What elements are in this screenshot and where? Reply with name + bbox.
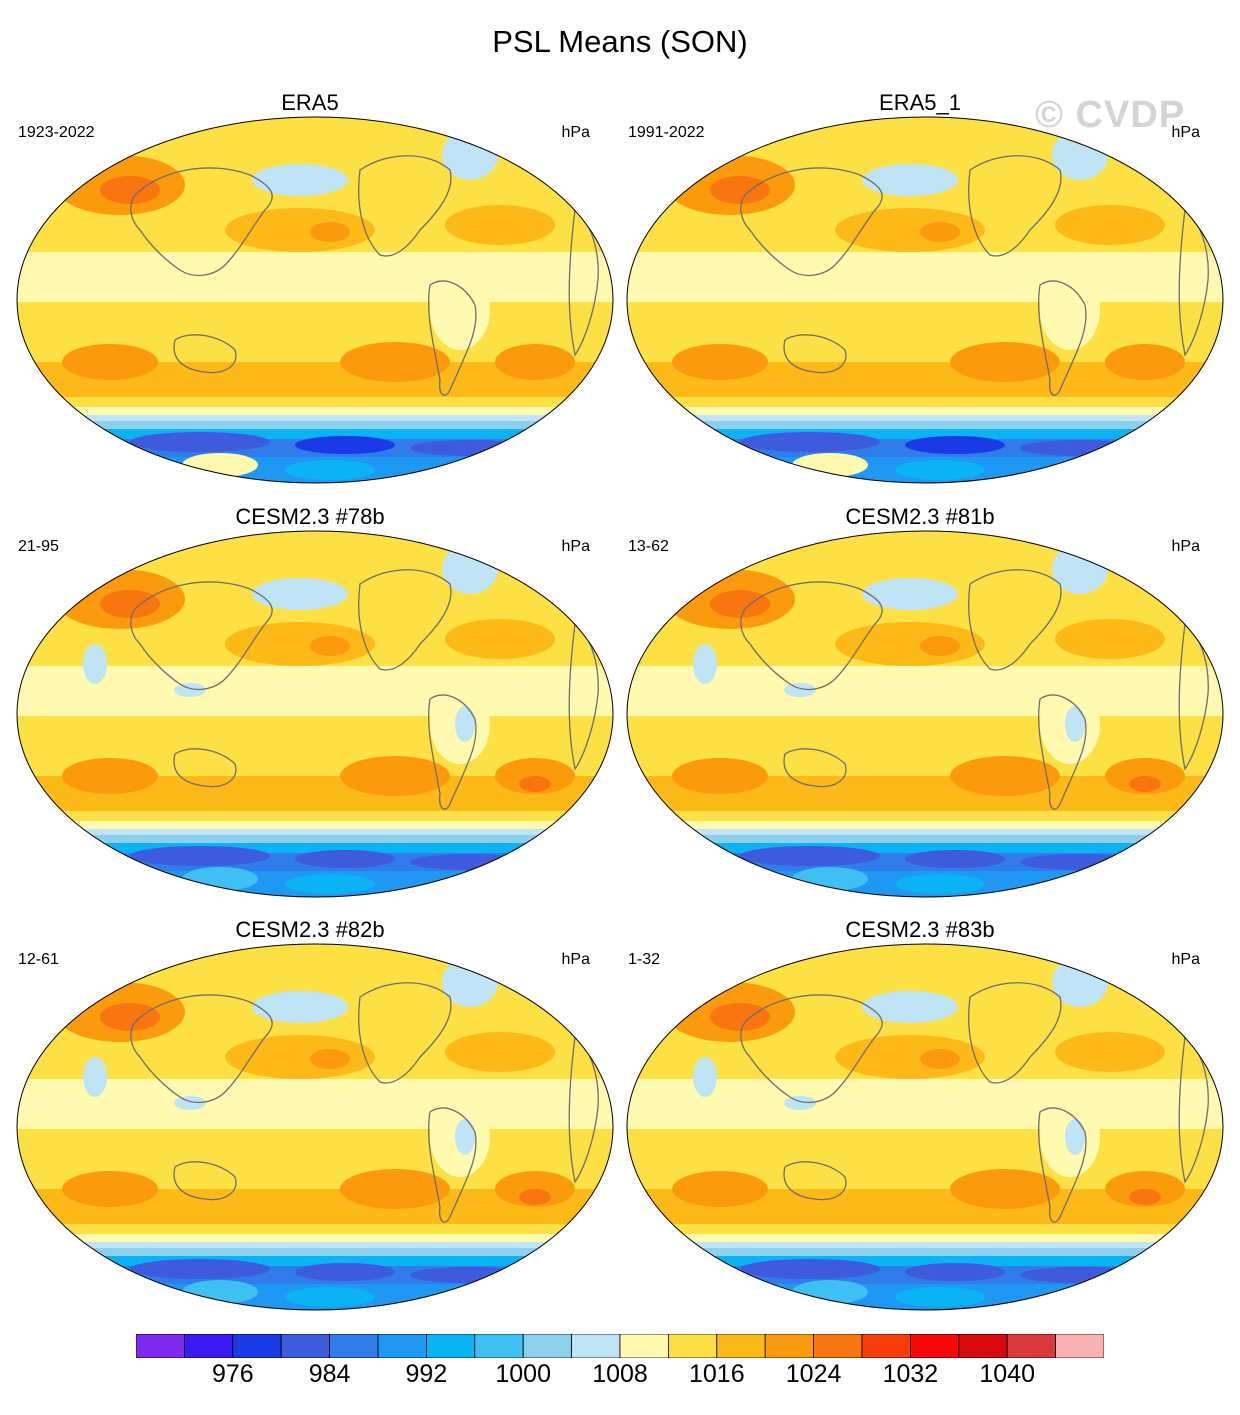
- colorbar: [136, 1334, 1104, 1358]
- pressure-field: [17, 117, 613, 483]
- pressure-field: [627, 944, 1223, 1310]
- pressure-field: [627, 117, 1223, 483]
- map-svg: [626, 116, 1224, 484]
- watermark: © CVDP: [1035, 94, 1186, 136]
- colorbar-swatch: [184, 1334, 234, 1358]
- panel-period: 12-61: [18, 951, 59, 968]
- colorbar-swatch: [425, 1334, 476, 1358]
- colorbar-swatch: [668, 1334, 718, 1358]
- colorbar-swatch: [764, 1334, 815, 1358]
- colorbar-label: 992: [405, 1360, 448, 1388]
- colorbar-swatch: [522, 1334, 573, 1358]
- colorbar-swatch: [861, 1334, 911, 1358]
- colorbar-label: 984: [308, 1360, 351, 1388]
- panel-title: CESM2.3 #83b: [845, 917, 995, 942]
- map-svg: [16, 943, 614, 1311]
- colorbar-label: 1040: [979, 1360, 1035, 1388]
- map-panel-cesm-83b: CESM2.3 #83b 1-32 hPa: [610, 917, 1230, 1327]
- map-svg: [626, 530, 1224, 898]
- colorbar-swatch: [958, 1334, 1008, 1358]
- colorbar-labels: 976 984 992 1000 1008 1016 1024 1032 1040: [136, 1360, 1104, 1390]
- colorbar-swatch: [280, 1334, 330, 1358]
- colorbar-label: 976: [211, 1360, 254, 1388]
- panel-period: 1-32: [628, 951, 661, 968]
- map-svg: [16, 116, 614, 484]
- colorbar-swatch: [136, 1334, 185, 1358]
- colorbar-swatch: [619, 1334, 669, 1358]
- panel-title: ERA5: [281, 90, 339, 115]
- panel-units: hPa: [1171, 124, 1200, 141]
- colorbar-swatch: [1055, 1334, 1104, 1358]
- panel-units: hPa: [1171, 951, 1200, 968]
- panel-units: hPa: [561, 538, 590, 555]
- pressure-field: [17, 944, 613, 1310]
- map-panel-era5: ERA5 1923-2022 hPa: [0, 90, 620, 500]
- colorbar-swatch: [232, 1334, 282, 1358]
- colorbar-swatch: [910, 1334, 960, 1358]
- colorbar-swatch: [377, 1334, 427, 1358]
- panel-period: 21-95: [18, 538, 59, 555]
- pressure-field: [627, 531, 1223, 897]
- panel-title: ERA5_1: [879, 90, 961, 115]
- pressure-field: [17, 531, 613, 897]
- panel-units: hPa: [561, 124, 590, 141]
- map-panel-cesm-81b: CESM2.3 #81b 13-62 hPa: [610, 504, 1230, 914]
- colorbar-svg: [136, 1334, 1104, 1358]
- figure-title: PSL Means (SON): [492, 24, 748, 59]
- panel-units: hPa: [1171, 538, 1200, 555]
- colorbar-label: 1024: [785, 1360, 842, 1388]
- colorbar-label: 1032: [882, 1360, 939, 1388]
- map-panel-cesm-82b: CESM2.3 #82b 12-61 hPa: [0, 917, 620, 1327]
- colorbar-swatch: [813, 1334, 863, 1358]
- colorbar-label: 1008: [592, 1360, 648, 1388]
- colorbar-swatch: [1006, 1334, 1057, 1358]
- colorbar-swatch: [474, 1334, 524, 1358]
- map-panel-era5-1: ERA5_1 1991-2022 hPa: [610, 90, 1230, 500]
- colorbar-label: 1016: [688, 1360, 745, 1388]
- panel-title: CESM2.3 #78b: [235, 504, 385, 529]
- map-svg: [16, 530, 614, 898]
- colorbar-swatch: [329, 1334, 379, 1358]
- panel-period: 1923-2022: [18, 124, 95, 141]
- colorbar-swatch: [716, 1334, 766, 1358]
- panel-title: CESM2.3 #81b: [845, 504, 995, 529]
- colorbar-label: 1000: [495, 1360, 551, 1388]
- map-svg: [626, 943, 1224, 1311]
- panel-units: hPa: [561, 951, 590, 968]
- panel-period: 13-62: [628, 538, 669, 555]
- panel-title: CESM2.3 #82b: [235, 917, 385, 942]
- colorbar-swatch: [571, 1334, 621, 1358]
- panel-period: 1991-2022: [628, 124, 705, 141]
- map-panel-cesm-78b: CESM2.3 #78b 21-95 hPa: [0, 504, 620, 914]
